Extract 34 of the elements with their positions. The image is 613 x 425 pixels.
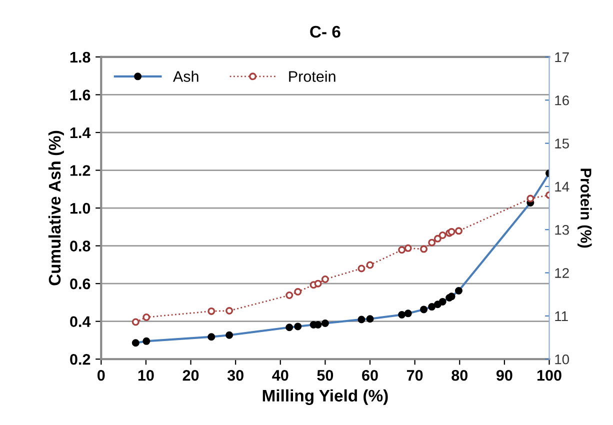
y-tick-label: 0.8 <box>70 240 90 252</box>
x-tick-label: 80 <box>452 370 468 381</box>
y-tick-label: 1.2 <box>70 165 90 176</box>
x-tick-label: 40 <box>272 370 288 381</box>
y-tick-label: 0.2 <box>70 354 90 365</box>
x-tick-label: 20 <box>182 370 199 381</box>
y2-axis-title: Protein (%) <box>578 168 592 248</box>
x-tick-label: 90 <box>496 370 512 381</box>
y-tick-label: 1.4 <box>70 128 91 138</box>
y2-tick-label: 15 <box>555 138 569 148</box>
chart-title: C- 6 <box>310 26 340 38</box>
y-tick-label: 0.4 <box>70 316 91 328</box>
x-tick-label: 100 <box>537 370 562 381</box>
y2-tick-label: 16 <box>555 95 569 106</box>
x-tick-label: 30 <box>227 370 244 381</box>
y2-tick-label: 17 <box>555 52 569 62</box>
y2-tick-label: 11 <box>555 311 568 321</box>
y2-tick-label: 13 <box>555 224 569 235</box>
y-tick-label: 1.8 <box>70 52 90 63</box>
x-tick-label: 60 <box>362 370 378 381</box>
x-tick-label: 10 <box>138 370 154 381</box>
y-tick-label: 0.6 <box>70 278 90 290</box>
y-tick-label: 1.0 <box>70 202 90 214</box>
y2-tick-label: 14 <box>555 182 570 192</box>
x-tick-label: 50 <box>317 370 334 381</box>
x-tick-label: 70 <box>406 370 423 381</box>
x-axis-title: Milling Yield (%) <box>262 389 388 405</box>
y2-tick-label: 12 <box>555 268 569 278</box>
x-tick-label: 0 <box>98 370 105 381</box>
y-axis-title: Cumulative Ash (%) <box>48 130 64 286</box>
legend-label: Protein <box>289 70 336 82</box>
legend-label: Ash <box>172 70 198 82</box>
y-tick-label: 1.6 <box>70 90 90 100</box>
y2-tick-label: 10 <box>555 354 570 364</box>
